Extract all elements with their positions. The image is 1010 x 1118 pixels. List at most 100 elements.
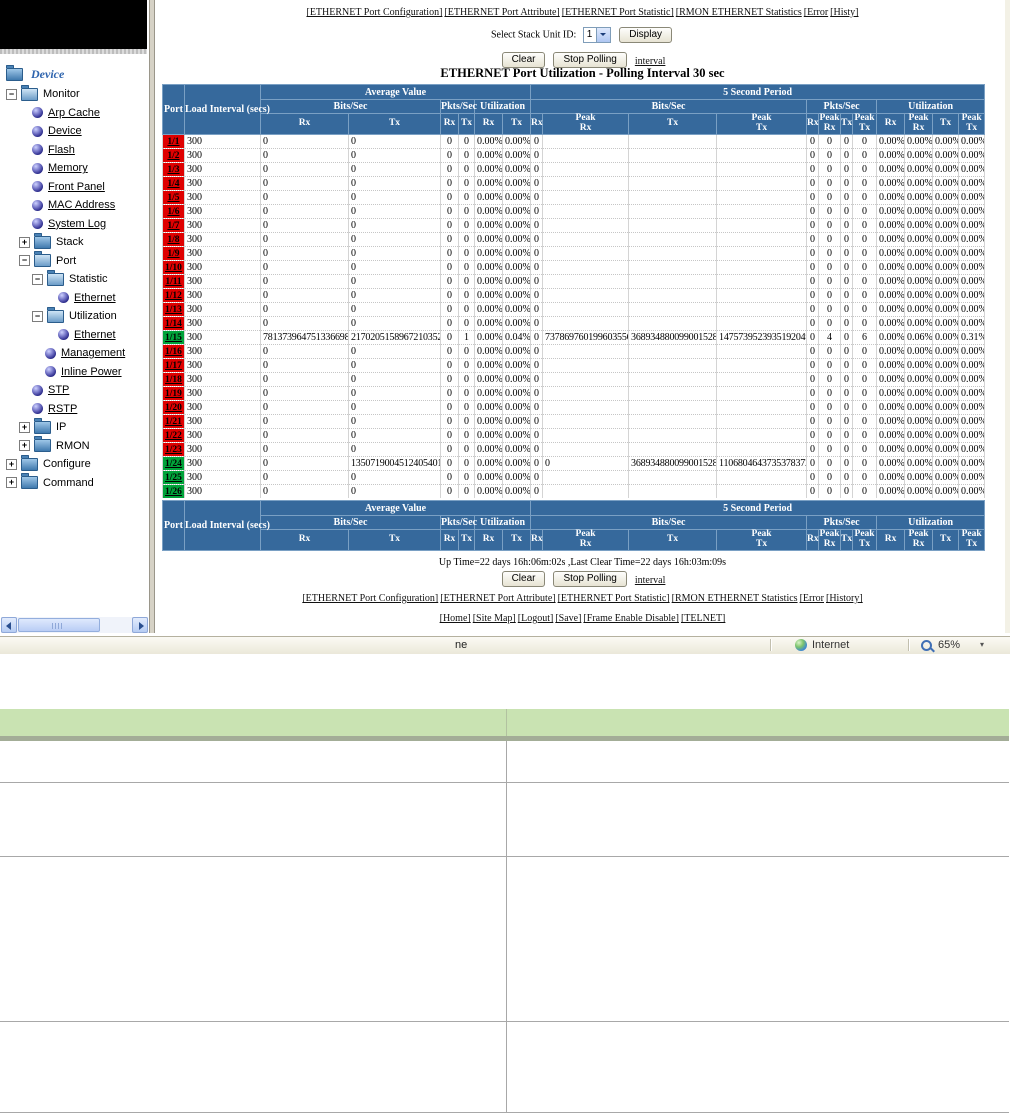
tree-item-label[interactable]: Device (48, 125, 82, 138)
port-link[interactable]: 1/21 (165, 417, 182, 427)
tree-item-label[interactable]: Front Panel (48, 180, 105, 193)
tree-item-stp[interactable]: STP (2, 381, 148, 400)
nav-link[interactable]: [Error (799, 593, 824, 604)
collapse-icon[interactable]: − (19, 255, 30, 267)
nav-link[interactable]: [ETHERNET Port Attribute] (444, 7, 560, 18)
clear-button[interactable]: Clear (501, 52, 546, 69)
frame-divider[interactable] (149, 0, 155, 633)
nav-link[interactable]: [ETHERNET Port Statistic] (561, 7, 674, 18)
nav-link[interactable]: [Error (803, 7, 829, 18)
expand-icon[interactable]: + (19, 440, 30, 452)
tree-item-configure[interactable]: + Configure (2, 454, 148, 474)
port-link[interactable]: 1/23 (165, 445, 182, 455)
port-link[interactable]: 1/8 (167, 235, 180, 245)
interval-link-bottom[interactable]: interval (634, 575, 666, 586)
expand-icon[interactable]: + (19, 421, 30, 433)
tree-item-label[interactable]: Flash (48, 143, 75, 156)
port-link[interactable]: 1/13 (165, 305, 182, 315)
port-link[interactable]: 1/24 (165, 459, 182, 469)
tree-item-ethernet[interactable]: Ethernet (2, 289, 148, 308)
tree-item-arp-cache[interactable]: Arp Cache (2, 104, 148, 123)
port-link[interactable]: 1/22 (165, 431, 182, 441)
tree-item-label[interactable]: Memory (48, 162, 88, 175)
tree-item-statistic[interactable]: − Statistic (2, 269, 148, 289)
port-link[interactable]: 1/5 (167, 193, 180, 203)
port-link[interactable]: 1/7 (167, 221, 180, 231)
tree-item-label[interactable]: Arp Cache (48, 106, 100, 119)
display-button[interactable]: Display (619, 27, 673, 43)
nav-link[interactable]: [Frame Enable Disable] (583, 613, 679, 624)
port-link[interactable]: 1/15 (165, 333, 182, 343)
tree-item-memory[interactable]: Memory (2, 159, 148, 178)
port-link[interactable]: 1/25 (165, 473, 182, 483)
nav-link[interactable]: [TELNET] (680, 613, 726, 624)
tree-item-ethernet[interactable]: Ethernet (2, 326, 148, 345)
collapse-icon[interactable]: − (32, 273, 43, 285)
stop-polling-button-bottom[interactable]: Stop Polling (553, 571, 627, 588)
expand-icon[interactable]: + (6, 458, 17, 470)
port-link[interactable]: 1/6 (167, 207, 180, 217)
collapse-icon[interactable]: − (32, 310, 43, 322)
port-link[interactable]: 1/16 (165, 347, 182, 357)
collapse-icon[interactable]: − (6, 88, 17, 100)
tree-item-label[interactable]: System Log (48, 217, 107, 230)
scroll-right-button[interactable] (132, 617, 148, 633)
nav-link[interactable]: [Site Map] (472, 613, 516, 624)
tree-item-stack[interactable]: + Stack (2, 232, 148, 252)
scroll-left-button[interactable] (1, 617, 17, 633)
tree-item-utilization[interactable]: − Utilization (2, 306, 148, 326)
tree-item-label[interactable]: Ethernet (74, 328, 116, 341)
tree-item-inline-power[interactable]: Inline Power (2, 363, 148, 382)
tree-item-command[interactable]: + Command (2, 473, 148, 493)
nav-link[interactable]: [ETHERNET Port Attribute] (440, 593, 556, 604)
nav-link[interactable]: [History] (826, 593, 863, 604)
port-link[interactable]: 1/9 (167, 249, 180, 259)
port-link[interactable]: 1/1 (167, 137, 180, 147)
tree-item-rstp[interactable]: RSTP (2, 400, 148, 419)
horizontal-scrollbar[interactable] (1, 617, 148, 633)
port-link[interactable]: 1/19 (165, 389, 182, 399)
tree-item-label[interactable]: Management (61, 347, 126, 360)
nav-link[interactable]: [RMON ETHERNET Statistics (675, 7, 802, 18)
port-link[interactable]: 1/18 (165, 375, 182, 385)
scrollbar-thumb[interactable] (18, 618, 100, 632)
tree-item-management[interactable]: Management (2, 344, 148, 363)
tree-item-system-log[interactable]: System Log (2, 215, 148, 234)
dropdown-arrow-icon[interactable] (595, 28, 610, 42)
tree-item-label[interactable]: MAC Address (48, 199, 116, 212)
stop-polling-button[interactable]: Stop Polling (553, 52, 627, 69)
nav-link[interactable]: [Histy] (830, 7, 859, 18)
port-link[interactable]: 1/12 (165, 291, 182, 301)
interval-link[interactable]: interval (634, 56, 666, 67)
tree-item-flash[interactable]: Flash (2, 141, 148, 160)
nav-link[interactable]: [ETHERNET Port Statistic] (557, 593, 670, 604)
tree-item-mac-address[interactable]: MAC Address (2, 196, 148, 215)
tree-item-front-panel[interactable]: Front Panel (2, 178, 148, 197)
port-link[interactable]: 1/10 (165, 263, 182, 273)
tree-item-label[interactable]: Ethernet (74, 291, 116, 304)
tree-item-device[interactable]: Device (2, 122, 148, 141)
port-link[interactable]: 1/4 (167, 179, 180, 189)
tree-root-device[interactable]: Device (2, 64, 148, 85)
port-link[interactable]: 1/20 (165, 403, 182, 413)
zoom-dropdown-caret[interactable]: ▾ (980, 640, 985, 649)
tree-item-label[interactable]: RSTP (48, 402, 78, 415)
nav-link[interactable]: [Home] (439, 613, 471, 624)
expand-icon[interactable]: + (19, 236, 30, 248)
port-link[interactable]: 1/3 (167, 165, 180, 175)
port-link[interactable]: 1/2 (167, 151, 180, 161)
port-link[interactable]: 1/11 (165, 277, 182, 287)
port-link[interactable]: 1/14 (165, 319, 182, 329)
nav-link[interactable]: [RMON ETHERNET Statistics (671, 593, 798, 604)
nav-link[interactable]: [ETHERNET Port Configuration] (302, 593, 439, 604)
tree-item-monitor[interactable]: − Monitor (2, 84, 148, 104)
nav-link[interactable]: [ETHERNET Port Configuration] (306, 7, 443, 18)
tree-item-ip[interactable]: + IP (2, 417, 148, 437)
tree-item-port[interactable]: − Port (2, 251, 148, 271)
tree-item-label[interactable]: Inline Power (61, 365, 122, 378)
port-link[interactable]: 1/17 (165, 361, 182, 371)
expand-icon[interactable]: + (6, 477, 17, 489)
port-link[interactable]: 1/26 (165, 487, 182, 497)
nav-link[interactable]: [Save] (555, 613, 582, 624)
tree-item-rmon[interactable]: + RMON (2, 436, 148, 456)
